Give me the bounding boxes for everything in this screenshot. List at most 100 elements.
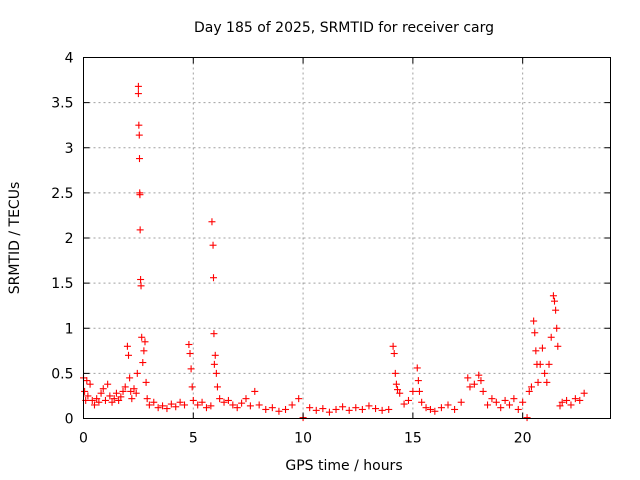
data-point — [209, 241, 217, 249]
data-point — [475, 371, 483, 379]
data-point — [133, 369, 141, 377]
data-point — [531, 329, 539, 337]
data-point — [444, 401, 452, 409]
data-point — [306, 404, 314, 412]
data-point — [172, 403, 180, 411]
data-point — [413, 364, 421, 372]
data-point — [213, 383, 221, 391]
data-point — [117, 393, 125, 401]
data-point — [141, 338, 149, 346]
data-point — [84, 392, 92, 400]
data-point — [530, 317, 538, 325]
data-point — [135, 155, 143, 163]
data-point — [134, 82, 142, 90]
data-point — [181, 401, 189, 409]
data-point — [523, 414, 531, 422]
data-point — [202, 404, 210, 412]
data-point — [525, 387, 533, 395]
data-point — [543, 378, 551, 386]
data-point — [514, 405, 522, 413]
data-point — [332, 405, 340, 413]
data-point — [126, 374, 134, 382]
data-point — [547, 333, 555, 341]
data-point — [140, 347, 148, 355]
data-point — [545, 360, 553, 368]
y-tick-label: 1.5 — [51, 276, 73, 292]
y-tick-label: 3.5 — [51, 96, 73, 112]
data-point — [457, 398, 465, 406]
data-point — [125, 351, 133, 359]
data-point — [541, 369, 549, 377]
data-point — [145, 401, 153, 409]
data-point — [88, 396, 96, 404]
data-point — [532, 347, 540, 355]
data-point — [97, 389, 105, 397]
data-point — [135, 121, 143, 129]
data-point — [93, 395, 101, 403]
data-point — [208, 218, 216, 226]
x-tick-label: 5 — [189, 431, 198, 447]
data-point — [390, 350, 398, 358]
data-point — [576, 396, 584, 404]
data-point — [426, 405, 434, 413]
data-point — [288, 401, 296, 409]
data-point — [497, 404, 505, 412]
data-point — [558, 398, 566, 406]
data-point — [312, 406, 320, 414]
data-point — [132, 389, 140, 397]
data-point — [567, 401, 575, 409]
data-point — [319, 405, 327, 413]
data-point — [189, 396, 197, 404]
data-point — [238, 399, 246, 407]
data-point — [295, 395, 303, 403]
plot-frame — [83, 57, 611, 419]
y-tick-label: 3 — [65, 141, 74, 157]
data-point — [345, 406, 353, 414]
data-point — [99, 385, 107, 393]
data-point — [95, 398, 103, 406]
data-point — [534, 378, 542, 386]
data-point — [210, 330, 218, 338]
data-point — [233, 404, 241, 412]
data-point — [414, 377, 422, 385]
data-point — [136, 226, 144, 234]
data-point — [492, 398, 500, 406]
axis-ticks — [83, 57, 611, 419]
x-axis-tick-labels: 0 5 10 15 20 — [79, 431, 532, 447]
data-point — [187, 365, 195, 373]
data-point — [255, 401, 263, 409]
data-point — [220, 398, 228, 406]
chart-title: Day 185 of 2025, SRMTID for receiver car… — [194, 20, 494, 36]
data-point — [392, 380, 400, 388]
data-point — [123, 342, 131, 350]
data-point — [488, 395, 496, 403]
x-tick-label: 10 — [294, 431, 312, 447]
data-point — [207, 402, 215, 410]
data-point — [571, 395, 579, 403]
data-point — [209, 274, 217, 282]
x-tick-label: 20 — [514, 431, 532, 447]
data-point — [262, 405, 270, 413]
data-point — [90, 401, 98, 409]
data-point — [138, 333, 146, 341]
data-point — [81, 387, 89, 395]
y-tick-label: 0 — [65, 412, 74, 428]
data-point — [211, 351, 219, 359]
data-point — [224, 396, 232, 404]
data-point — [106, 392, 114, 400]
data-point — [394, 386, 402, 394]
data-point — [246, 402, 254, 410]
data-point — [365, 402, 373, 410]
data-point — [121, 383, 129, 391]
data-point — [378, 406, 386, 414]
data-point — [83, 377, 91, 385]
data-point — [210, 360, 218, 368]
data-point — [358, 405, 366, 413]
data-point — [282, 405, 290, 413]
data-point — [536, 360, 544, 368]
data-point — [400, 400, 408, 408]
data-point — [119, 387, 127, 395]
data-point — [404, 396, 412, 404]
data-point — [552, 306, 560, 314]
